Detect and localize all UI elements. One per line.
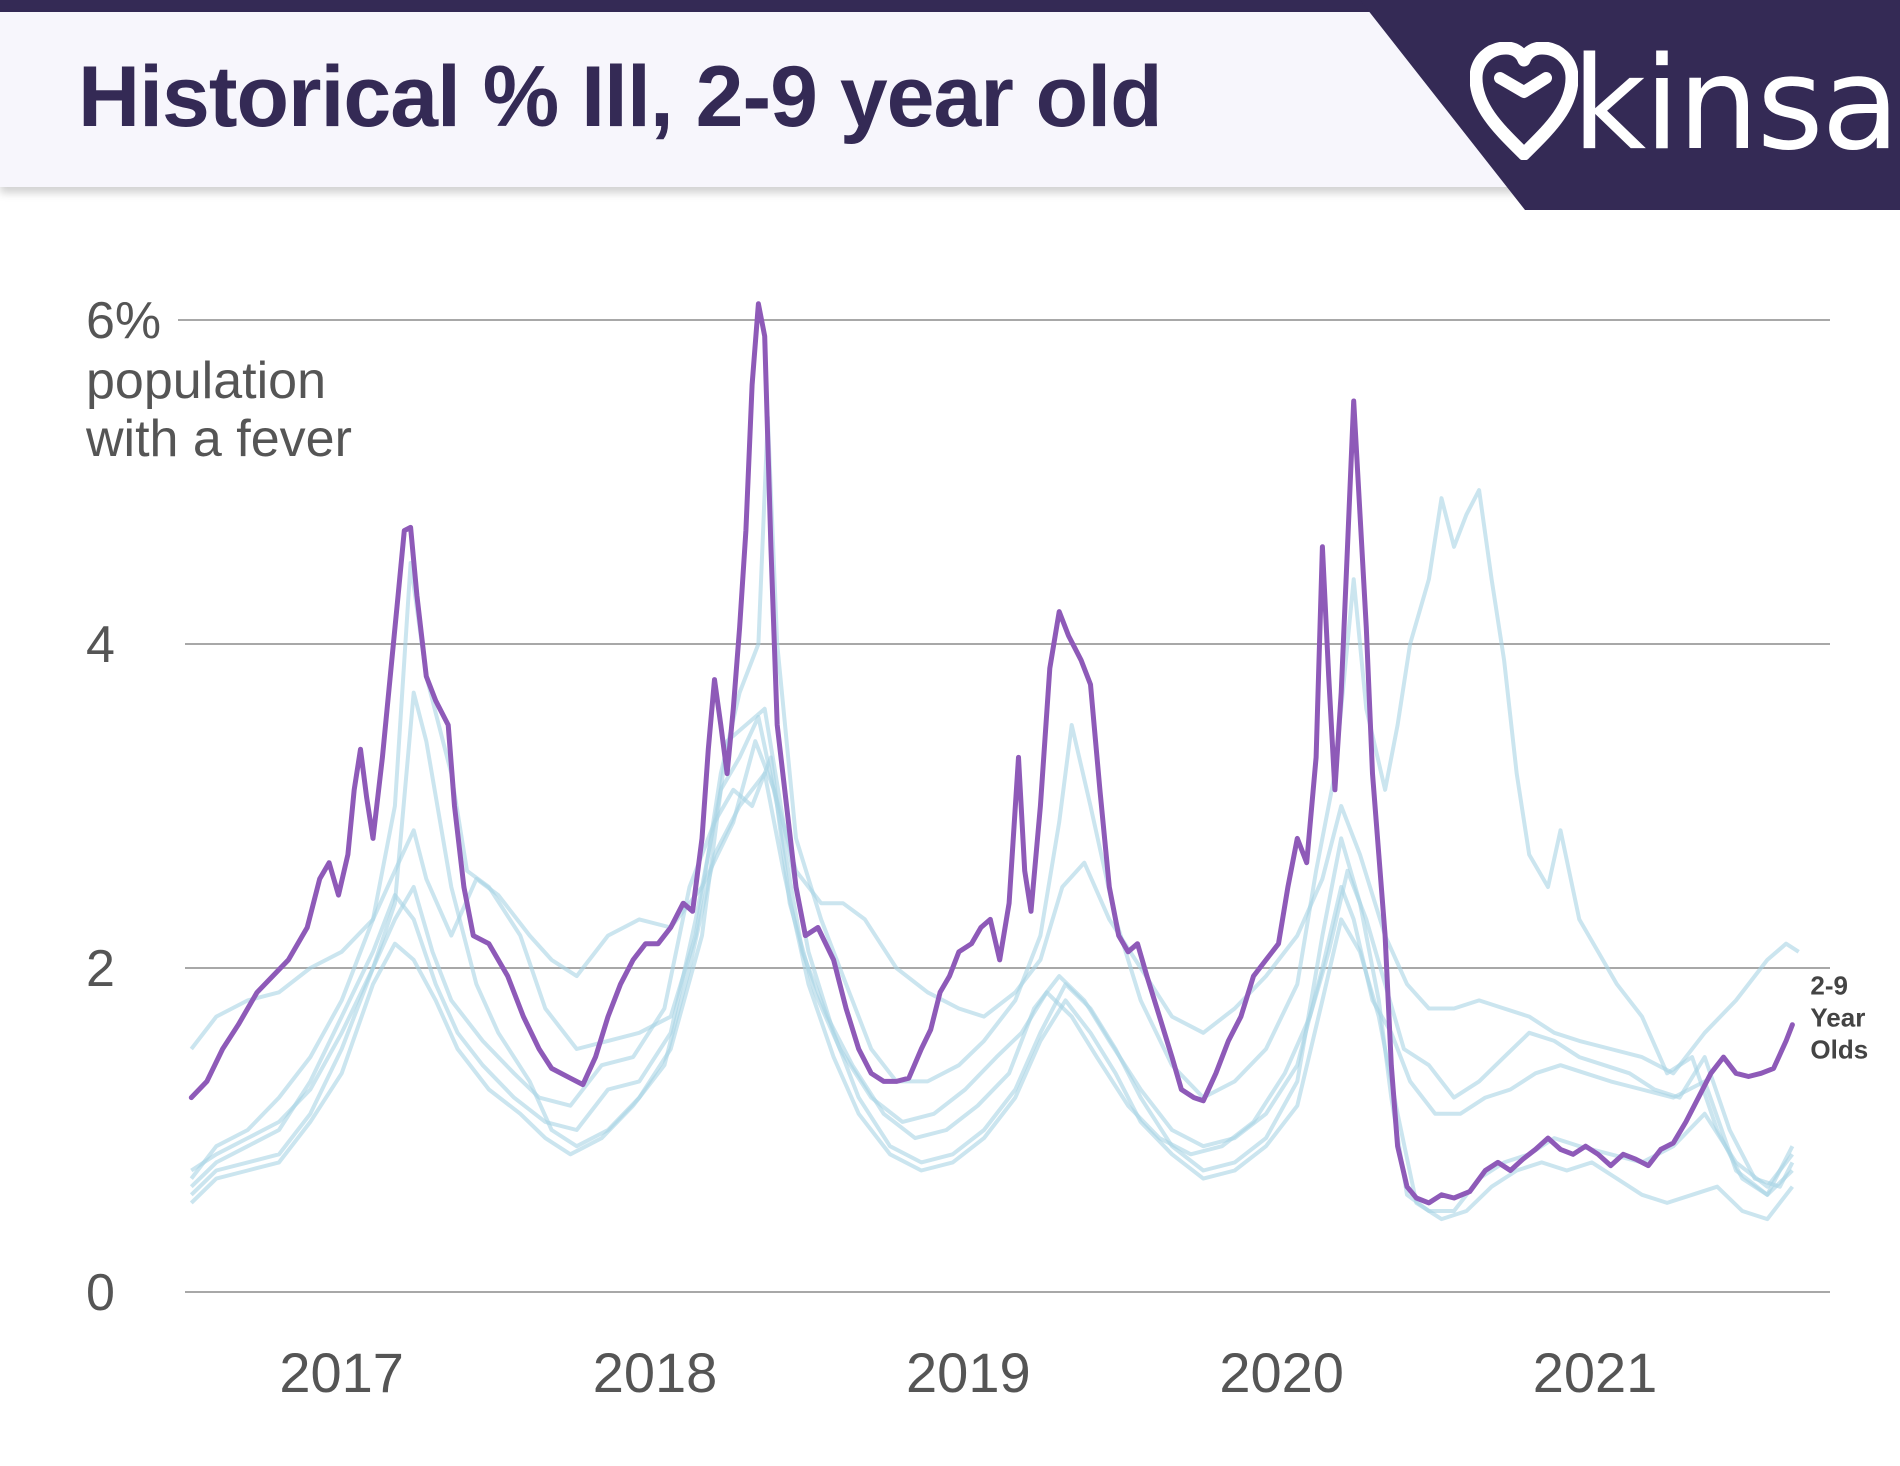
y-axis-ticks: 0 2 4 6% [86, 292, 161, 1322]
series-line-historical-1 [189, 739, 1800, 1076]
x-tick-label-2019: 2019 [906, 1341, 1031, 1404]
y-tick-label-6: 6% [86, 292, 161, 350]
series-line-2-9-year-olds [188, 301, 1795, 1206]
page-title: Historical % Ill, 2-9 year old [78, 49, 1163, 145]
logo-wordmark: kinsa [1572, 30, 1900, 179]
y-tick-label-4: 4 [86, 616, 115, 674]
x-axis-ticks: 2017 2018 2019 2020 2021 [279, 1341, 1657, 1404]
grid-lines [178, 319, 1830, 1293]
x-tick-label-2017: 2017 [279, 1341, 404, 1404]
x-tick-label-2020: 2020 [1219, 1341, 1344, 1404]
y-tick-label-2: 2 [86, 940, 115, 998]
y-axis-label-line-3: with a fever [85, 410, 352, 468]
series-label-line-1: 2-9 [1810, 971, 1848, 1001]
y-axis-label-line-2: population [86, 352, 326, 410]
y-tick-label-0: 0 [86, 1264, 115, 1322]
highlight-series [188, 301, 1795, 1206]
series-line-historical-2 [189, 415, 1795, 1197]
x-tick-label-2018: 2018 [593, 1341, 718, 1404]
title-banner [0, 12, 1520, 187]
series-line-historical-5 [189, 771, 1794, 1222]
x-tick-label-2021: 2021 [1533, 1341, 1658, 1404]
series-label-line-2: Year [1810, 1003, 1865, 1033]
heart-logo-icon [1470, 42, 1578, 160]
series-line-historical-6 [190, 755, 1795, 1189]
series-label-line-3: Olds [1810, 1035, 1868, 1065]
historical-series [189, 415, 1800, 1222]
series-line-historical-4 [189, 714, 1794, 1197]
